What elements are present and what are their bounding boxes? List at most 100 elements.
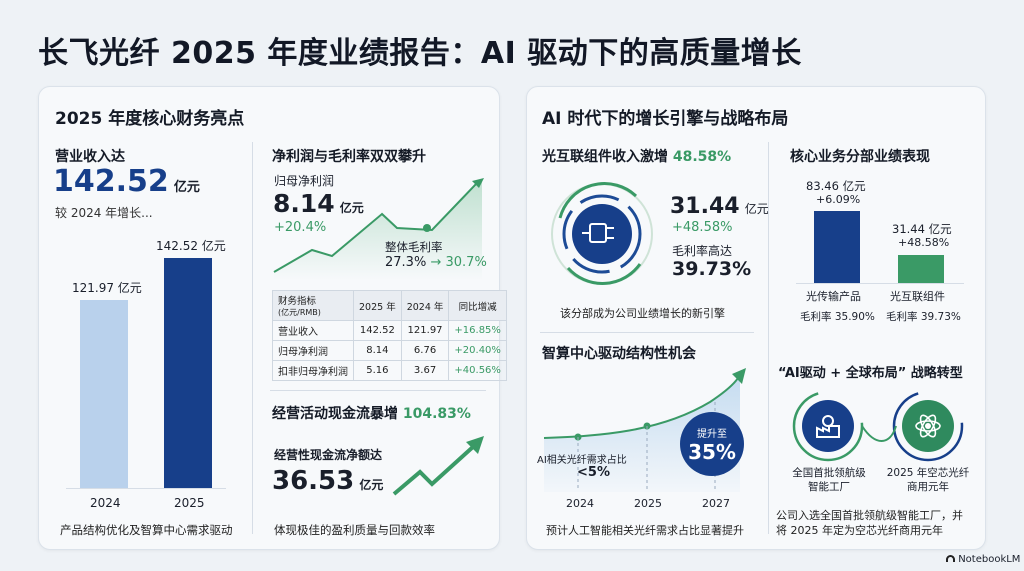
revenue-bar-label-2024: 121.97 亿元 xyxy=(72,281,142,295)
segment-1-name: 光传输产品 xyxy=(806,290,861,303)
strategy-loop-graphic xyxy=(792,390,964,462)
margin-label: 整体毛利率 xyxy=(385,240,443,254)
segment-2-growth: +48.58% xyxy=(898,236,950,249)
optical-caption: 该分部成为公司业绩增长的新引擎 xyxy=(560,307,725,320)
cash-caption: 体现极佳的盈利质量与回款效率 xyxy=(274,523,435,537)
cash-heading-pct: 104.83% xyxy=(402,406,471,422)
ai-start-value: <5% xyxy=(577,465,610,480)
financial-table: 财务指标 (亿元/RMB) 2025 年 2024 年 同比增减 营业收入 142… xyxy=(272,290,507,381)
net-profit-growth: +20.4% xyxy=(274,220,327,235)
page-title: 长飞光纤 2025 年度业绩报告：AI 驱动下的高质量增长 xyxy=(38,36,802,71)
brand-name: NotebookLM xyxy=(958,554,1021,565)
ai-start-label: AI相关光纤需求占比 xyxy=(537,455,627,466)
revenue-compare: 较 2024 年增长... xyxy=(55,206,153,220)
table-cell: 8.14 xyxy=(353,340,402,361)
segment-2-bar xyxy=(898,255,944,283)
segment-1-margin: 毛利率 35.90% xyxy=(800,311,875,323)
revenue-value: 142.52 亿元 xyxy=(53,164,200,199)
ai-target-badge: 提升至 35% xyxy=(680,412,744,476)
cash-label: 经营性现金流净额达 xyxy=(274,448,383,462)
table-cell: +16.85% xyxy=(448,320,507,341)
segment-2-name: 光互联组件 xyxy=(890,290,945,303)
table-header-row: 财务指标 (亿元/RMB) 2025 年 2024 年 同比增减 xyxy=(272,290,507,321)
optical-margin-label: 毛利率高达 xyxy=(672,244,733,258)
profit-trend-chart xyxy=(273,178,484,280)
optical-heading: 光互联组件收入激增 48.58% xyxy=(542,149,732,165)
ai-year-2025: 2025 xyxy=(634,497,662,510)
revenue-label: 营业收入达 xyxy=(55,149,125,165)
cash-trend-arrow xyxy=(392,436,484,496)
right-panel-heading: AI 时代下的增长引擎与战略布局 xyxy=(542,109,789,129)
hollow-core-fiber-icon xyxy=(902,400,954,452)
table-header-2024: 2024 年 xyxy=(400,290,450,321)
table-cell: +40.56% xyxy=(448,360,507,381)
ai-heading: 智算中心驱动结构性机会 xyxy=(542,346,696,362)
segment-1-value: 83.46 亿元 xyxy=(806,179,866,193)
right-vertical-divider xyxy=(768,142,769,534)
table-cell: 3.67 xyxy=(400,360,450,381)
strategy-heading: “AI驱动 + 全球布局” 战略转型 xyxy=(778,366,963,381)
segment-1-growth: +6.09% xyxy=(816,193,861,206)
revenue-baseline xyxy=(66,488,226,489)
table-header-metric: 财务指标 (亿元/RMB) xyxy=(272,290,354,321)
revenue-bar-year-2025: 2025 xyxy=(174,496,205,510)
revenue-bar-label-2025: 142.52 亿元 xyxy=(156,239,226,253)
brand-mark: NotebookLM xyxy=(946,554,1020,565)
optical-value: 31.44 亿元 xyxy=(670,194,769,219)
net-profit-unit: 亿元 xyxy=(339,201,364,215)
strategy-item-1: 全国首批领航级智能工厂 xyxy=(792,467,866,493)
brand-logo-icon xyxy=(946,555,955,562)
optical-margin-value: 39.73% xyxy=(672,258,752,280)
left-vertical-divider xyxy=(252,142,253,534)
net-profit-label: 归母净利润 xyxy=(274,174,335,188)
cash-number: 36.53 xyxy=(272,466,355,496)
table-cell: 121.97 xyxy=(400,320,450,341)
segment-2-value: 31.44 亿元 xyxy=(892,222,952,236)
table-cell: 6.76 xyxy=(400,340,450,361)
left-panel-heading: 2025 年度核心财务亮点 xyxy=(55,109,245,129)
table-cell: 归母净利润 xyxy=(272,340,354,361)
smart-factory-icon xyxy=(802,400,854,452)
cash-heading: 经营活动现金流暴增 104.83% xyxy=(272,406,471,422)
revenue-bar-2025 xyxy=(164,258,212,488)
ai-caption: 预计人工智能相关光纤需求占比显著提升 xyxy=(546,524,744,537)
revenue-caption: 产品结构优化及智算中心需求驱动 xyxy=(60,523,233,537)
ai-year-2024: 2024 xyxy=(566,497,594,510)
table-header-yoy: 同比增减 xyxy=(448,290,507,321)
segments-baseline xyxy=(796,283,964,284)
table-cell: +20.40% xyxy=(448,340,507,361)
margin-to: 30.7% xyxy=(445,255,487,270)
optical-growth: +48.58% xyxy=(672,220,733,235)
right-upper-divider xyxy=(540,332,754,333)
profit-cash-divider xyxy=(270,390,486,391)
margin-arrow: → xyxy=(430,255,442,270)
revenue-bar-2024 xyxy=(80,300,128,488)
net-profit-value: 8.14 亿元 xyxy=(273,189,364,218)
revenue-unit: 亿元 xyxy=(173,180,200,195)
table-row: 扣非归母净利润 5.16 3.67 +40.56% xyxy=(272,360,507,381)
strategy-caption-2: 将 2025 年定为空芯光纤商用元年 xyxy=(776,524,943,537)
ai-year-2027: 2027 xyxy=(702,497,730,510)
margin-from: 27.3% xyxy=(385,255,427,270)
table-cell: 扣非归母净利润 xyxy=(272,360,354,381)
optical-unit: 亿元 xyxy=(744,202,769,216)
ai-badge-value: 35% xyxy=(688,439,736,464)
optical-number: 31.44 xyxy=(670,194,740,219)
net-profit-number: 8.14 xyxy=(273,189,335,218)
revenue-number: 142.52 xyxy=(53,164,169,199)
optical-connector-icon xyxy=(551,182,653,285)
segment-2-margin: 毛利率 39.73% xyxy=(886,311,961,323)
table-row: 归母净利润 8.14 6.76 +20.40% xyxy=(272,340,507,361)
profit-heading: 净利润与毛利率双双攀升 xyxy=(272,149,426,165)
ai-badge-top: 提升至 xyxy=(697,428,727,440)
strategy-caption-1: 公司入选全国首批领航级智能工厂，并 xyxy=(776,509,963,522)
cash-value: 36.53 亿元 xyxy=(272,466,383,496)
margin-change: 27.3% → 30.7% xyxy=(385,255,487,270)
table-cell: 142.52 xyxy=(353,320,402,341)
strategy-item-2: 2025 年空芯光纤商用元年 xyxy=(886,467,970,493)
segments-heading: 核心业务分部业绩表现 xyxy=(790,149,930,165)
table-cell: 5.16 xyxy=(353,360,402,381)
cash-unit: 亿元 xyxy=(359,478,384,492)
table-header-2025: 2025 年 xyxy=(353,290,402,321)
segment-1-bar xyxy=(814,211,860,283)
